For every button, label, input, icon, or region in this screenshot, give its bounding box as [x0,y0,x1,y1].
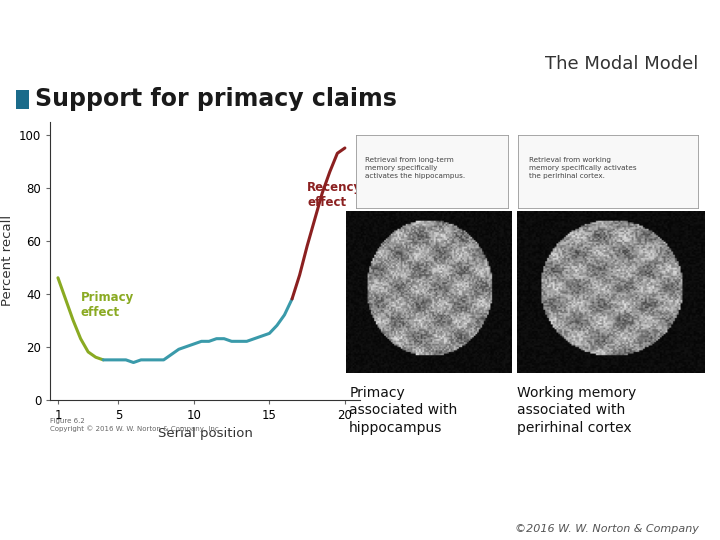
Text: Retrieval from long-term
memory specifically
activates the hippocampus.: Retrieval from long-term memory specific… [366,157,466,179]
Text: Recency
effect: Recency effect [307,181,362,209]
FancyBboxPatch shape [16,90,29,109]
Y-axis label: Percent recall: Percent recall [1,215,14,306]
Text: Working memory
associated with
perirhinal cortex: Working memory associated with perirhina… [517,386,636,435]
Text: Retrieval from working
memory specifically activates
the perirhinal cortex.: Retrieval from working memory specifical… [529,157,636,179]
Text: ©2016 W. W. Norton & Company: ©2016 W. W. Norton & Company [515,523,698,534]
Text: Support for primacy claims: Support for primacy claims [35,87,397,111]
Text: The Modal Model: The Modal Model [545,55,698,72]
Text: Primacy
associated with
hippocampus: Primacy associated with hippocampus [349,386,457,435]
Text: Primacy
effect: Primacy effect [81,291,134,319]
Text: Figure 6.2
Copyright © 2016 W. W. Norton & Company, Inc.: Figure 6.2 Copyright © 2016 W. W. Norton… [50,418,222,433]
X-axis label: Serial position: Serial position [158,427,253,440]
